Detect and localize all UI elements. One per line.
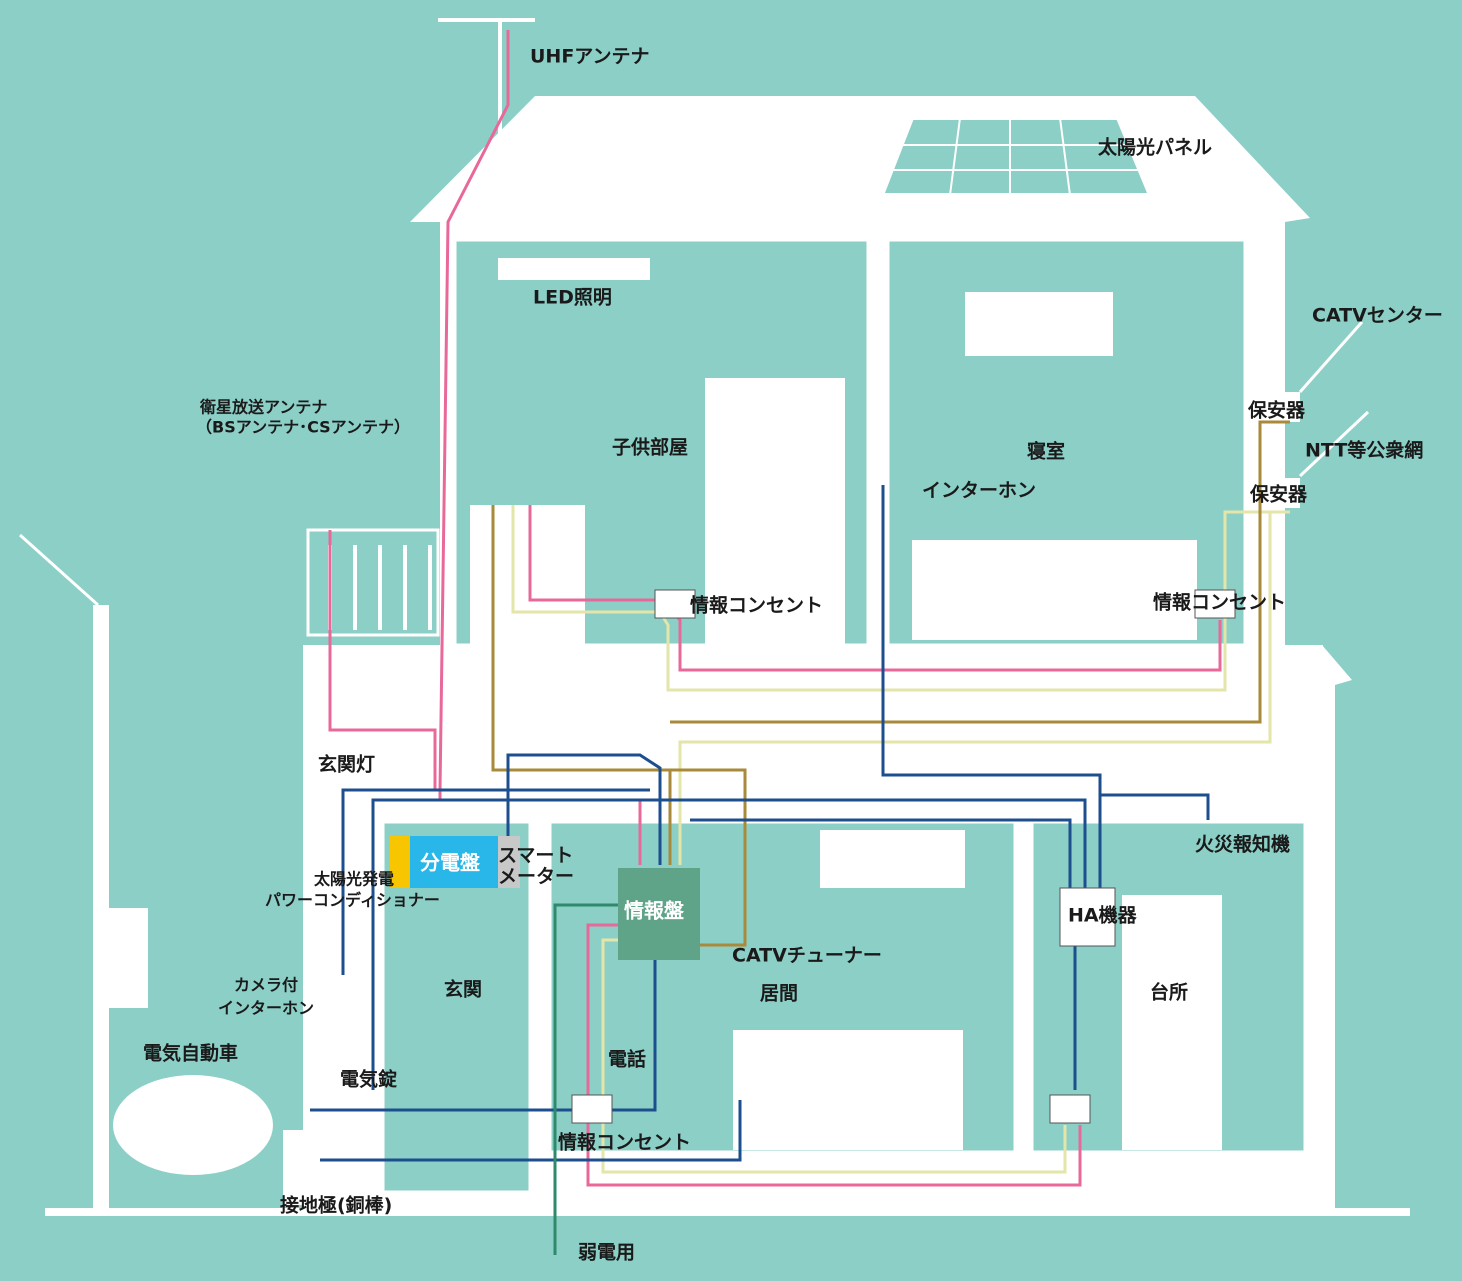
label: 電話 (608, 1048, 646, 1071)
label: インターホン (922, 480, 1036, 502)
label: 太陽光パネル (1098, 136, 1212, 159)
label: （BSアンテナ･CSアンテナ） (196, 418, 410, 437)
label: 電気錠 (340, 1068, 397, 1091)
label: 電気自動車 (143, 1042, 238, 1065)
label: 接地極(銅棒) (280, 1194, 392, 1217)
house-diagram: UHFアンテナ 太陽光パネル LED照明 CATVセンター 保安器 衛星放送アン… (0, 0, 1462, 1281)
label: UHFアンテナ (530, 46, 650, 68)
label: LED照明 (533, 287, 612, 309)
label: 衛星放送アンテナ (199, 398, 327, 417)
label: 弱電用 (578, 1242, 635, 1264)
label: CATVチューナー (732, 945, 882, 967)
label: 保安器 (1249, 483, 1308, 506)
label: メーター (498, 866, 574, 888)
label: 太陽光発電 (313, 870, 394, 889)
label: 情報コンセント (690, 594, 823, 617)
label: NTT等公衆網 (1305, 439, 1423, 462)
label: 玄関灯 (318, 753, 375, 776)
label: HA機器 (1068, 904, 1138, 927)
label: 情報盤 (624, 899, 685, 923)
label: 子供部屋 (612, 436, 688, 459)
label: スマート (498, 845, 573, 867)
label: 寝室 (1027, 440, 1065, 463)
label: 台所 (1150, 981, 1188, 1004)
label: 火災報知機 (1195, 833, 1290, 856)
label: インターホン (218, 999, 314, 1018)
label: 情報コンセント (558, 1131, 691, 1154)
label: 玄関 (444, 978, 482, 1001)
label: 居間 (760, 983, 798, 1005)
label: CATVセンター (1312, 305, 1443, 327)
label: 情報コンセント (1153, 591, 1286, 614)
label: 分電盤 (420, 851, 481, 875)
label: カメラ付 (234, 976, 298, 995)
label: 保安器 (1247, 399, 1306, 422)
label: パワーコンディショナー (265, 891, 440, 910)
